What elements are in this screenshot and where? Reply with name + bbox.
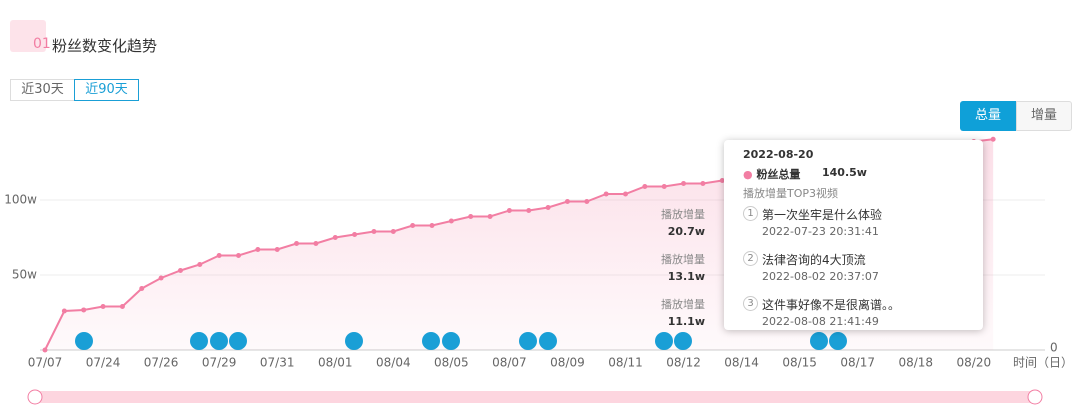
x-tick-label: 07/31 — [260, 356, 295, 370]
point — [448, 218, 454, 224]
range-button[interactable]: 近90天 — [74, 79, 139, 101]
tooltip-title: 法律咨询的4大顶流 — [762, 253, 866, 267]
scroll-handle[interactable] — [27, 389, 43, 405]
tooltip-rank: 3 — [743, 296, 758, 311]
point — [584, 199, 590, 204]
point — [700, 181, 706, 186]
header-icon — [10, 20, 46, 52]
x-tick-label: 08/15 — [782, 356, 817, 370]
video-markers — [75, 332, 847, 350]
x-tick-label: 08/09 — [550, 356, 585, 370]
tooltip-series: ● 粉丝总量 — [743, 168, 801, 181]
x-tick-label: 08/17 — [840, 356, 875, 370]
point — [177, 268, 183, 273]
range-button[interactable]: 近30天 — [10, 79, 75, 101]
header-title: 粉丝数变化趋势 — [52, 37, 158, 55]
y-tick-label: 0 — [1050, 341, 1058, 355]
tooltip-date: 2022-08-20 — [743, 148, 814, 161]
tooltip-time: 2022-08-08 21:41:49 — [762, 315, 879, 328]
point — [506, 208, 512, 213]
tooltip-title: 这件事好像不是很离谱。。 — [762, 298, 901, 312]
point — [255, 247, 261, 252]
tooltip-subtitle: 播放增量TOP3视频 — [743, 187, 839, 200]
tooltip-metric: 播放增量 — [661, 253, 705, 266]
point — [61, 308, 67, 314]
point — [681, 181, 687, 186]
point — [371, 229, 377, 234]
tooltip-rank: 2 — [743, 251, 758, 266]
y-tick-label: 100w — [4, 193, 37, 207]
point — [487, 214, 493, 219]
tooltip-title: 第一次坐牢是什么体验 — [762, 208, 883, 222]
point — [42, 347, 48, 353]
point — [274, 247, 280, 252]
x-tick-label: 07/29 — [202, 356, 237, 370]
point — [468, 214, 474, 219]
x-tick-label: 08/12 — [666, 356, 701, 370]
point — [661, 184, 667, 189]
tooltip-value: 140.5w — [822, 166, 867, 179]
point — [313, 241, 319, 246]
x-tick-label: 08/05 — [434, 356, 469, 370]
point — [216, 253, 222, 258]
point — [352, 232, 358, 237]
point — [332, 235, 338, 240]
mode-button[interactable]: 总量 — [960, 101, 1016, 131]
tooltip-metric: 播放增量 — [661, 298, 705, 311]
x-tick-label: 08/18 — [898, 356, 933, 370]
tooltip-metric: 播放增量 — [661, 208, 705, 221]
x-tick-label: 08/04 — [376, 356, 411, 370]
x-tick-label: 07/24 — [86, 356, 121, 370]
tooltip-rank: 1 — [743, 206, 758, 221]
x-tick-label: 08/11 — [608, 356, 643, 370]
scroll-handle[interactable] — [1027, 389, 1043, 405]
point — [100, 304, 106, 309]
point — [526, 208, 532, 213]
header-number: 01 — [33, 36, 51, 52]
scrollbar[interactable] — [35, 391, 1035, 403]
x-tick-label: 08/07 — [492, 356, 527, 370]
x-axis-label: 时间（日） — [1013, 356, 1073, 370]
y-tick-label: 50w — [12, 268, 37, 282]
point — [197, 262, 203, 267]
point — [390, 229, 396, 234]
point — [429, 223, 435, 228]
point — [642, 184, 648, 189]
point — [294, 241, 300, 246]
tooltip: 2022-08-20 ● 粉丝总量 140.5w 播放增量TOP3视频 1 第一次… — [661, 140, 983, 330]
point — [603, 191, 609, 197]
point — [410, 223, 416, 228]
x-tick-label: 08/20 — [957, 356, 992, 370]
tooltip-time: 2022-07-23 20:31:41 — [762, 225, 879, 238]
point — [990, 136, 996, 142]
point — [81, 307, 87, 313]
point — [236, 253, 241, 258]
x-tick-label: 08/01 — [318, 356, 353, 370]
point — [119, 304, 125, 309]
point — [623, 191, 628, 197]
mode-button[interactable]: 增量 — [1016, 101, 1072, 131]
tooltip-item-value: 11.1w — [667, 315, 705, 328]
point — [139, 286, 145, 291]
point — [564, 199, 570, 204]
tooltip-series-name: 粉丝总量 — [756, 168, 801, 181]
tooltip-item-value: 13.1w — [667, 270, 705, 283]
x-tick-label: 08/14 — [724, 356, 759, 370]
point — [158, 275, 164, 281]
tooltip-item-value: 20.7w — [667, 225, 705, 238]
x-tick-label: 07/07 — [28, 356, 63, 370]
point — [545, 205, 551, 210]
x-tick-label: 07/26 — [144, 356, 179, 370]
tooltip-time: 2022-08-02 20:37:07 — [762, 270, 879, 283]
